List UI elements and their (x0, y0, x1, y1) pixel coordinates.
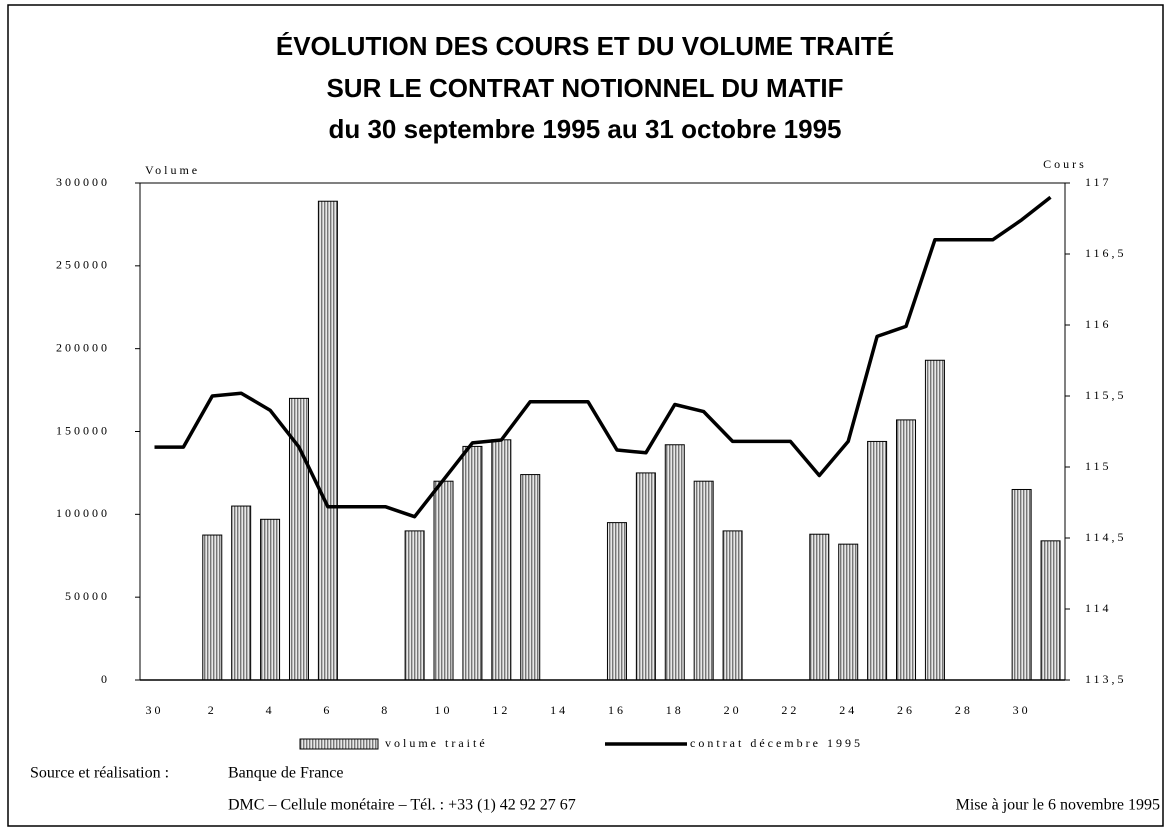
bar (260, 518, 281, 681)
x-tick-label: 14 (550, 703, 568, 717)
y2-tick-label: 114,5 (1085, 530, 1127, 544)
y2-tick-label: 117 (1085, 175, 1112, 189)
bar (606, 522, 627, 681)
y-tick-label: 50000 (65, 589, 110, 603)
x-tick-label: 20 (724, 703, 742, 717)
y2-tick-label: 115,5 (1085, 388, 1127, 402)
bar (1040, 540, 1061, 681)
y-tick-label: 200000 (56, 340, 110, 354)
y2-tick-label: 114 (1085, 601, 1112, 615)
y-axis-label: Volume (145, 163, 200, 177)
bar (404, 530, 425, 681)
bar (693, 480, 714, 681)
x-tick-label: 10 (435, 703, 453, 717)
y-tick-label: 150000 (56, 423, 110, 437)
bar (838, 543, 859, 681)
bar (520, 474, 541, 681)
bar (635, 472, 656, 681)
bar (202, 534, 223, 681)
bar (809, 533, 830, 681)
y-tick-label: 0 (101, 672, 110, 686)
bar (491, 439, 512, 681)
x-tick-label: 30 (145, 703, 163, 717)
chart-title: ÉVOLUTION DES COURS ET DU VOLUME TRAITÉ (276, 31, 894, 61)
footer-text: DMC – Cellule monétaire – Tél. : +33 (1)… (228, 797, 576, 814)
y-tick-label: 300000 (56, 175, 110, 189)
bar (664, 444, 685, 681)
bar (867, 440, 888, 681)
y2-axis-label: Cours (1043, 157, 1087, 171)
bar (1011, 488, 1032, 681)
chart-title: du 30 septembre 1995 au 31 octobre 1995 (328, 114, 841, 144)
x-tick-label: 24 (839, 703, 857, 717)
y2-tick-label: 116,5 (1085, 246, 1127, 260)
bar (896, 419, 917, 681)
chart-title: SUR LE CONTRAT NOTIONNEL DU MATIF (326, 73, 843, 103)
x-tick-label: 22 (781, 703, 799, 717)
x-tick-label: 30 (1013, 703, 1031, 717)
x-tick-label: 8 (381, 703, 390, 717)
legend-swatch (299, 738, 379, 750)
x-tick-label: 16 (608, 703, 626, 717)
x-tick-label: 2 (208, 703, 217, 717)
bar (722, 530, 743, 681)
x-tick-label: 28 (955, 703, 973, 717)
frame (7, 4, 1164, 827)
legend-label: contrat décembre 1995 (690, 736, 863, 750)
bar (462, 445, 483, 681)
bar (433, 480, 454, 681)
x-tick-label: 4 (266, 703, 275, 717)
x-tick-label: 26 (897, 703, 915, 717)
y2-tick-label: 113,5 (1085, 672, 1127, 686)
x-tick-label: 12 (492, 703, 510, 717)
legend-label: volume traité (385, 736, 488, 750)
y-tick-label: 100000 (56, 506, 110, 520)
footer-text: Source et réalisation : (30, 765, 169, 782)
y2-tick-label: 116 (1085, 317, 1112, 331)
y-tick-label: 250000 (56, 258, 110, 272)
bar (924, 359, 945, 681)
y2-tick-label: 115 (1085, 459, 1112, 473)
footer-text: Mise à jour le 6 novembre 1995 (956, 797, 1160, 814)
footer-text: Banque de France (228, 765, 344, 782)
x-tick-label: 6 (323, 703, 332, 717)
line (154, 195, 1052, 519)
bar (231, 505, 252, 681)
x-tick-label: 18 (666, 703, 684, 717)
bar (317, 200, 338, 681)
